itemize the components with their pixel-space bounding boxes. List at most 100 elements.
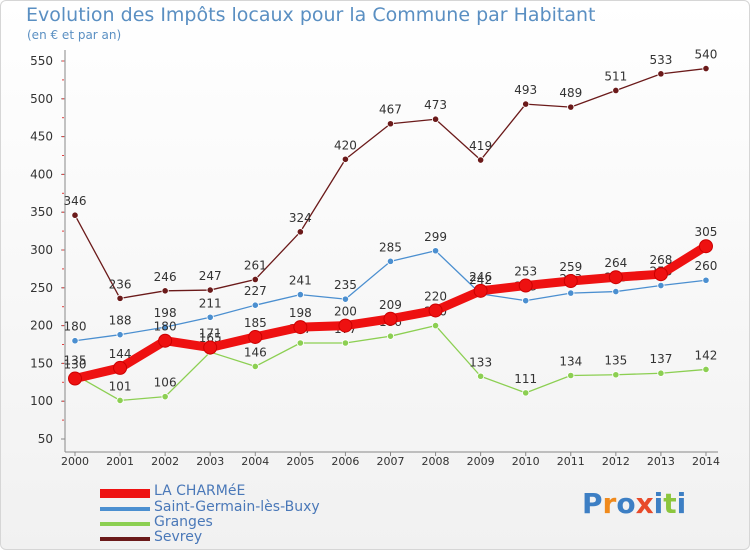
y-tick-label: 300 [30,243,53,257]
x-tick-label: 2013 [647,455,675,468]
data-label: 324 [289,211,312,225]
x-tick-label: 2009 [467,455,495,468]
data-point [612,86,620,95]
data-point [206,286,214,294]
x-tick-label: 2005 [286,455,314,468]
data-point [612,371,620,379]
legend-swatch [100,522,150,526]
data-label: 200 [334,305,357,319]
y-tick-label: 500 [30,92,53,106]
y-tick-label: 250 [30,281,53,295]
legend-label: Granges [154,514,213,530]
data-point [608,270,623,285]
data-point [473,283,488,298]
chart-title: Evolution des Impôts locaux pour la Comm… [26,4,596,26]
data-label: 260 [695,259,718,273]
data-label: 285 [379,240,402,254]
data-point [428,303,443,318]
data-point [567,103,575,111]
data-label: 489 [559,86,582,100]
data-label: 259 [559,260,582,274]
x-tick-label: 2011 [557,455,585,468]
y-tick-label: 50 [38,432,53,446]
logo-letter: i [653,487,664,520]
data-label: 264 [604,256,627,270]
x-tick-label: 2001 [106,455,134,468]
data-label: 299 [424,230,447,244]
data-point [338,318,353,333]
data-point [653,267,668,282]
data-label: 198 [154,306,177,320]
x-tick-label: 2012 [602,455,630,468]
data-point [158,333,173,348]
data-label: 236 [109,277,132,291]
logo-letter: r [602,487,617,520]
data-point [116,396,124,405]
data-label: 111 [514,372,537,386]
data-point [251,301,259,309]
data-point [702,276,710,284]
y-tick-label: 400 [30,167,53,181]
data-point [563,273,578,288]
data-label: 211 [199,296,222,310]
y-tick-label: 550 [30,54,53,68]
logo-letter: x [635,487,654,520]
data-point [296,291,304,299]
data-label: 188 [109,314,132,328]
x-tick-label: 2002 [151,455,179,468]
data-point [518,278,533,293]
legend-label: Sevrey [154,529,203,545]
logo-letter: i [676,487,687,520]
chart-subtitle: (en € et par an) [27,28,122,42]
data-label: 135 [604,354,627,368]
data-label: 180 [64,320,87,334]
data-point [113,360,128,375]
data-label: 227 [244,284,267,298]
data-point [702,64,710,73]
y-tick-label: 450 [30,130,53,144]
data-label: 146 [244,345,267,359]
x-tick-label: 2000 [61,455,89,468]
data-point [431,321,440,330]
data-label: 209 [379,298,402,312]
data-label: 130 [64,358,87,372]
data-point [71,337,79,345]
data-label: 419 [469,139,492,153]
data-label: 134 [559,354,582,368]
logo-letter: t [663,487,677,520]
data-label: 242 [469,273,492,287]
data-point [522,297,530,305]
data-point [341,155,350,163]
data-point [116,294,124,302]
proxiti-logo: Proxiti [582,487,686,520]
data-point [657,281,665,290]
x-tick-label: 2006 [331,455,359,468]
data-point [251,362,259,371]
logo-letter: o [616,487,636,520]
data-label: 493 [514,83,537,97]
data-point [522,100,530,108]
data-label: 101 [109,379,132,393]
data-point [296,339,304,347]
data-label: 142 [695,348,718,362]
data-label: 420 [334,138,357,152]
x-tick-label: 2014 [692,455,720,468]
data-point [477,156,485,164]
data-label: 171 [199,327,222,341]
data-point [206,313,214,321]
data-point [657,369,665,377]
data-label: 106 [154,376,177,390]
data-point [477,372,485,380]
data-label: 198 [289,306,312,320]
data-label: 185 [244,316,267,330]
data-point [161,287,169,295]
data-label: 540 [695,48,718,62]
legend-swatch [100,489,150,498]
data-point [68,371,82,386]
data-point [251,275,259,284]
legend-swatch [100,507,150,511]
x-tick-label: 2008 [422,455,450,468]
data-label: 133 [469,355,492,369]
data-label: 144 [109,347,132,361]
